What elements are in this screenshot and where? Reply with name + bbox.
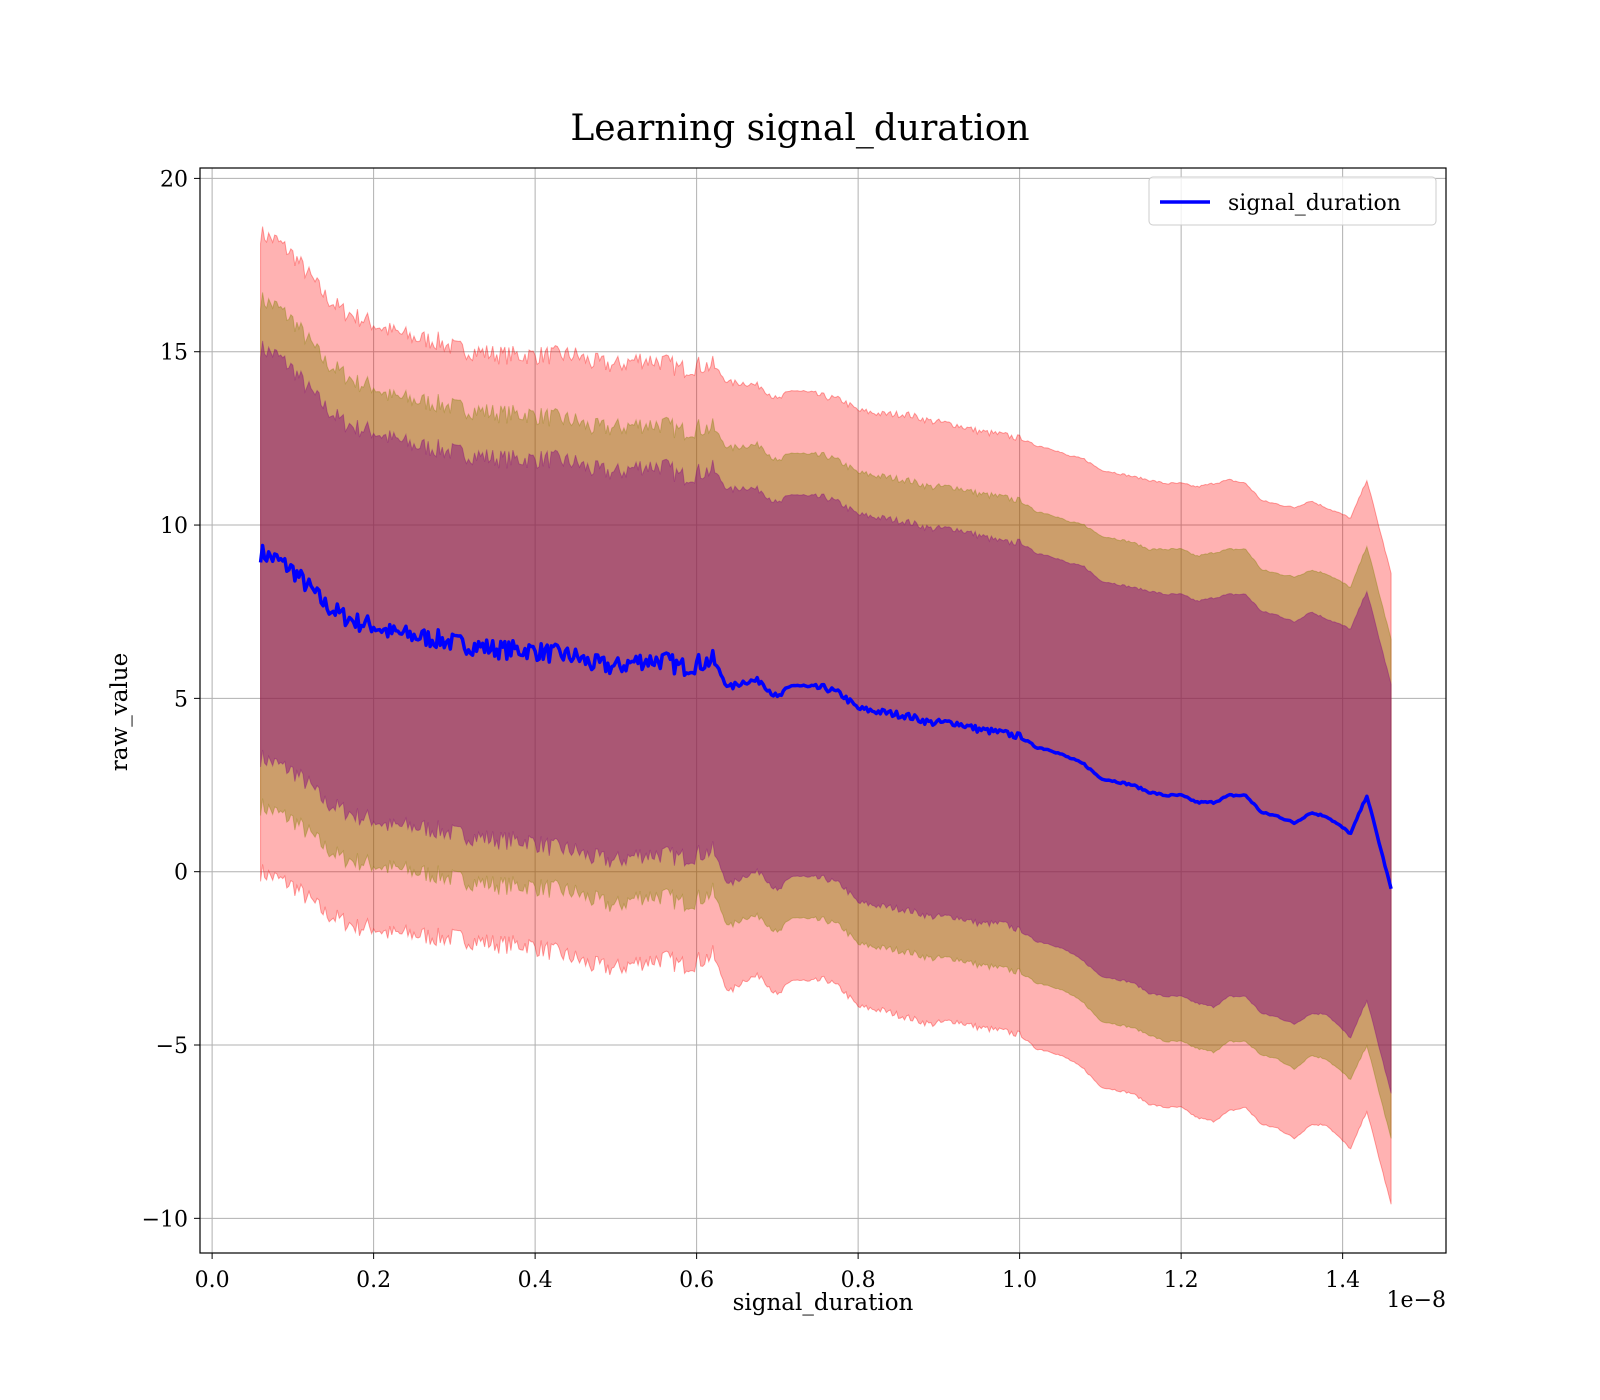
legend: signal_duration [1148, 176, 1437, 226]
chart-title: Learning signal_duration [570, 108, 1029, 149]
grid [200, 168, 1446, 1253]
series-line-signal-duration [258, 543, 1393, 890]
y-tick-label: 15 [160, 341, 188, 366]
y-tick-label: −5 [156, 1034, 188, 1059]
axis-ticks: 0.0 0.2 0.4 0.6 0.8 1.0 1.2 1.4 −10 −5 0 5 10 15 20 [142, 167, 1361, 1293]
y-axis-label: raw_value [107, 653, 133, 771]
plot-area: 0.0 0.2 0.4 0.6 0.8 1.0 1.2 1.4 −10 −5 0 5 10 15 20 [142, 167, 1447, 1293]
x-tick-label: 0.8 [841, 1268, 876, 1293]
legend-label-signal-duration: signal_duration [1228, 191, 1401, 216]
error-band-1sigma [260, 340, 1392, 1094]
error-bands [260, 226, 1392, 1205]
error-band-2sigma [260, 292, 1392, 1139]
legend-box [1148, 176, 1437, 226]
x-tick-label: 0.0 [195, 1268, 230, 1293]
y-tick-label: 0 [174, 861, 188, 886]
x-tick-label: 0.4 [518, 1268, 553, 1293]
y-tick-label: 5 [174, 687, 188, 712]
y-tick-label: −10 [142, 1207, 188, 1232]
x-axis-label: signal_duration [733, 1290, 914, 1316]
y-tick-label: 10 [160, 514, 188, 539]
error-band-3sigma [260, 226, 1392, 1205]
series-lines [258, 543, 1393, 890]
x-tick-label: 0.2 [356, 1268, 391, 1293]
x-tick-label: 1.0 [1002, 1268, 1037, 1293]
plot-frame [199, 167, 1447, 1254]
y-tick-label: 20 [160, 167, 188, 192]
x-tick-label: 0.6 [679, 1268, 714, 1293]
x-tick-label: 1.2 [1164, 1268, 1199, 1293]
x-offset-label: 1e−8 [1387, 1288, 1446, 1313]
x-tick-label: 1.4 [1325, 1268, 1360, 1293]
